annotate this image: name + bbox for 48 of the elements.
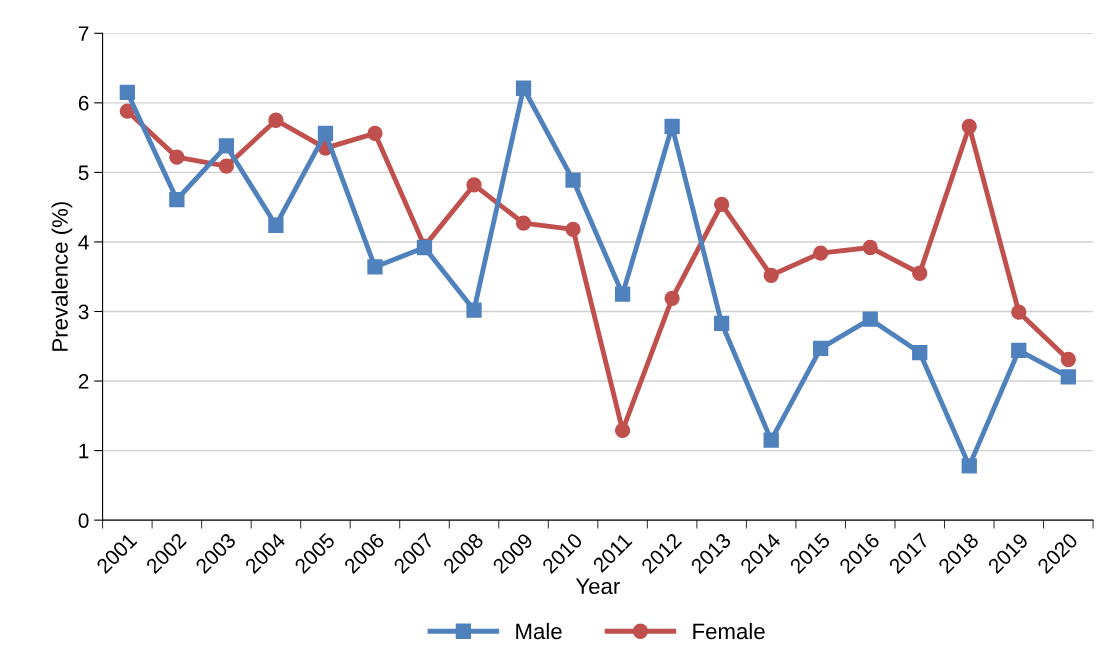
y-tick-label: 2 bbox=[78, 374, 89, 389]
y-tick-label: 7 bbox=[78, 26, 89, 41]
point bbox=[763, 267, 779, 283]
legend-label: Female bbox=[693, 622, 765, 640]
point bbox=[466, 177, 482, 193]
point bbox=[268, 112, 284, 128]
y-tick-label: 6 bbox=[78, 95, 89, 111]
y-tick-label: 0 bbox=[78, 513, 89, 528]
point bbox=[664, 290, 680, 306]
legend-label: Male bbox=[516, 622, 562, 640]
point bbox=[565, 221, 581, 238]
point bbox=[169, 191, 185, 208]
x-axis-title: Year bbox=[575, 578, 620, 595]
point bbox=[515, 80, 532, 96]
y-tick-label: 5 bbox=[78, 165, 89, 181]
point bbox=[912, 344, 928, 361]
point bbox=[614, 422, 631, 439]
point bbox=[367, 125, 383, 142]
point bbox=[862, 311, 878, 327]
point bbox=[862, 239, 878, 256]
point bbox=[268, 217, 284, 233]
y-axis-title: Prevalence (%) bbox=[51, 202, 73, 351]
point bbox=[218, 138, 235, 154]
point bbox=[1060, 369, 1076, 385]
point bbox=[1011, 304, 1027, 320]
point bbox=[565, 172, 581, 188]
point bbox=[1011, 342, 1027, 359]
point bbox=[119, 84, 135, 101]
point bbox=[763, 432, 779, 448]
point bbox=[1060, 351, 1076, 368]
point bbox=[466, 302, 482, 318]
point bbox=[912, 265, 928, 281]
point bbox=[367, 259, 383, 275]
y-tick-label: 4 bbox=[78, 235, 89, 250]
y-tick-label: 3 bbox=[78, 304, 89, 320]
point bbox=[961, 458, 977, 474]
point bbox=[664, 118, 680, 135]
point bbox=[961, 118, 977, 135]
point bbox=[813, 245, 829, 261]
point bbox=[813, 340, 829, 356]
point bbox=[169, 149, 185, 165]
point bbox=[614, 286, 631, 302]
point bbox=[317, 125, 334, 142]
point bbox=[515, 215, 532, 231]
point bbox=[218, 158, 235, 174]
y-tick-label: 1 bbox=[79, 443, 89, 459]
point bbox=[713, 315, 730, 331]
point bbox=[713, 196, 730, 213]
